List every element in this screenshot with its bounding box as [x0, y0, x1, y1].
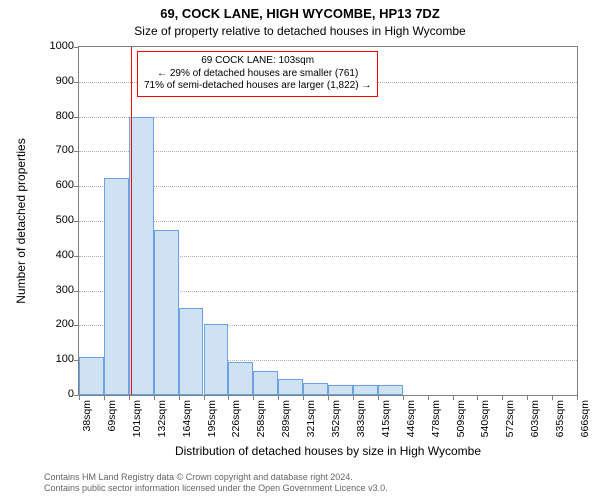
histogram-bar — [378, 385, 403, 395]
attribution-line2: Contains public sector information licen… — [44, 483, 388, 494]
chart-container: 69, COCK LANE, HIGH WYCOMBE, HP13 7DZ Si… — [0, 0, 600, 500]
y-tick-label: 600 — [24, 179, 74, 191]
annotation-line1: 69 COCK LANE: 103sqm — [144, 55, 371, 68]
x-tick-mark — [129, 395, 130, 400]
x-tick-mark — [328, 395, 329, 400]
x-tick-mark — [179, 395, 180, 400]
histogram-bar — [129, 117, 154, 395]
x-tick-mark — [154, 395, 155, 400]
x-tick-mark — [552, 395, 553, 400]
histogram-bar — [328, 385, 353, 395]
y-tick-label: 200 — [24, 318, 74, 330]
y-tick-label: 400 — [24, 249, 74, 261]
histogram-bar — [79, 357, 104, 395]
gridline — [79, 221, 577, 222]
histogram-bar — [154, 230, 179, 395]
histogram-bar — [179, 308, 204, 395]
y-tick-label: 0 — [24, 388, 74, 400]
x-tick-mark — [428, 395, 429, 400]
x-tick-label: 69sqm — [106, 400, 118, 450]
chart-title-main: 69, COCK LANE, HIGH WYCOMBE, HP13 7DZ — [0, 6, 600, 21]
x-tick-mark — [403, 395, 404, 400]
x-tick-mark — [204, 395, 205, 400]
x-tick-label: 540sqm — [479, 400, 491, 450]
y-tick-label: 900 — [24, 75, 74, 87]
y-tick-mark — [74, 186, 79, 187]
x-tick-label: 101sqm — [131, 400, 143, 450]
x-tick-label: 164sqm — [181, 400, 193, 450]
x-tick-label: 603sqm — [529, 400, 541, 450]
gridline — [79, 117, 577, 118]
x-tick-label: 509sqm — [455, 400, 467, 450]
x-tick-label: 666sqm — [579, 400, 591, 450]
y-tick-mark — [74, 117, 79, 118]
chart-title-sub: Size of property relative to detached ho… — [0, 24, 600, 38]
gridline — [79, 151, 577, 152]
x-axis-label: Distribution of detached houses by size … — [78, 444, 578, 458]
x-tick-mark — [453, 395, 454, 400]
y-tick-label: 700 — [24, 144, 74, 156]
histogram-bar — [303, 383, 328, 395]
x-tick-label: 321sqm — [305, 400, 317, 450]
y-tick-mark — [74, 151, 79, 152]
x-tick-mark — [303, 395, 304, 400]
x-tick-mark — [577, 395, 578, 400]
x-tick-mark — [378, 395, 379, 400]
x-tick-label: 478sqm — [430, 400, 442, 450]
histogram-bar — [204, 324, 229, 395]
x-tick-label: 195sqm — [206, 400, 218, 450]
y-tick-label: 500 — [24, 214, 74, 226]
x-tick-label: 415sqm — [380, 400, 392, 450]
x-tick-label: 352sqm — [330, 400, 342, 450]
x-tick-label: 226sqm — [230, 400, 242, 450]
y-tick-mark — [74, 47, 79, 48]
histogram-bar — [278, 379, 303, 395]
histogram-bar — [228, 362, 253, 395]
histogram-bar — [253, 371, 278, 395]
histogram-bar — [353, 385, 378, 395]
histogram-bar — [104, 178, 129, 396]
x-tick-label: 258sqm — [255, 400, 267, 450]
x-tick-mark — [353, 395, 354, 400]
y-tick-mark — [74, 291, 79, 292]
y-tick-mark — [74, 82, 79, 83]
annotation-box: 69 COCK LANE: 103sqm← 29% of detached ho… — [137, 51, 378, 97]
annotation-line3: 71% of semi-detached houses are larger (… — [144, 80, 371, 93]
x-tick-mark — [104, 395, 105, 400]
x-tick-label: 446sqm — [405, 400, 417, 450]
marker-line — [131, 47, 132, 395]
y-tick-label: 1000 — [24, 40, 74, 52]
attribution-text: Contains HM Land Registry data © Crown c… — [44, 472, 388, 494]
attribution-line1: Contains HM Land Registry data © Crown c… — [44, 472, 388, 483]
annotation-line2: ← 29% of detached houses are smaller (76… — [144, 68, 371, 81]
y-tick-label: 300 — [24, 284, 74, 296]
x-tick-label: 635sqm — [554, 400, 566, 450]
x-tick-label: 132sqm — [156, 400, 168, 450]
gridline — [79, 186, 577, 187]
plot-area: 69 COCK LANE: 103sqm← 29% of detached ho… — [78, 46, 578, 396]
y-tick-mark — [74, 256, 79, 257]
y-tick-mark — [74, 221, 79, 222]
y-tick-label: 100 — [24, 353, 74, 365]
x-tick-label: 38sqm — [81, 400, 93, 450]
x-tick-label: 572sqm — [504, 400, 516, 450]
x-tick-mark — [79, 395, 80, 400]
x-tick-label: 289sqm — [280, 400, 292, 450]
y-tick-mark — [74, 325, 79, 326]
x-tick-label: 383sqm — [355, 400, 367, 450]
y-tick-label: 800 — [24, 110, 74, 122]
